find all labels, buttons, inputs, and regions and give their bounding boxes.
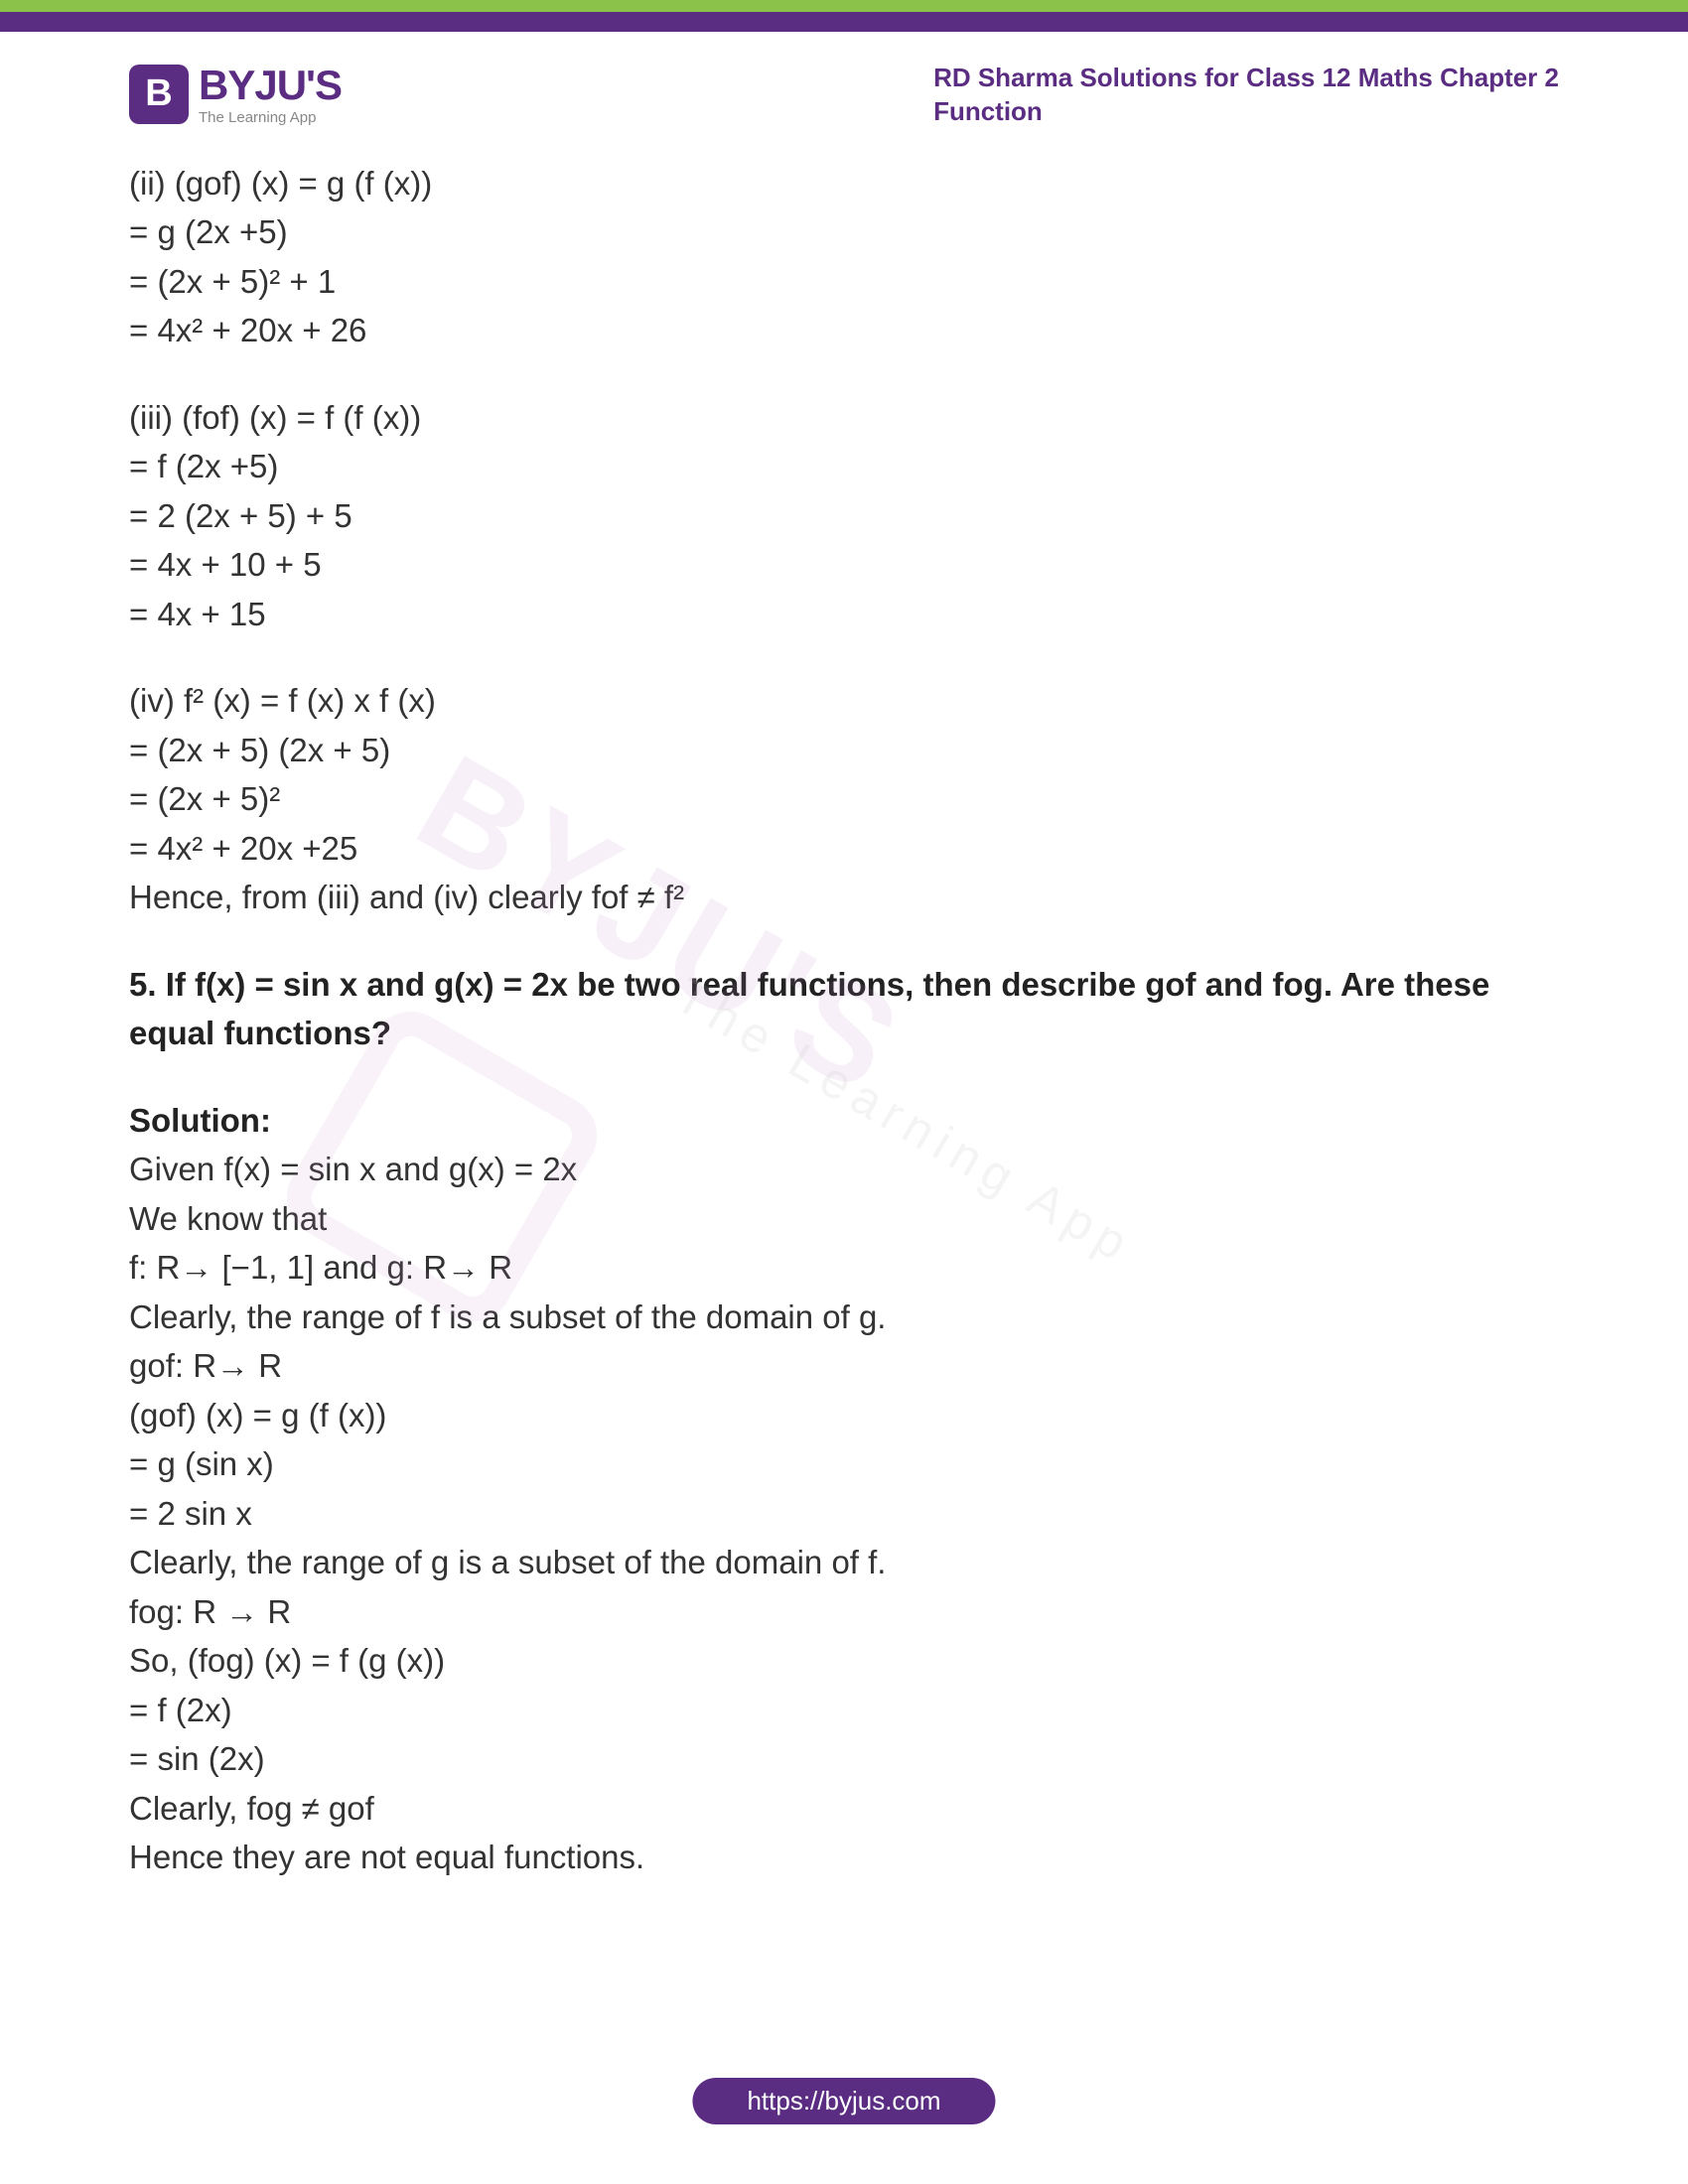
line: (iii) (fof) (x) = f (f (x)) (129, 393, 1559, 443)
line: Given f(x) = sin x and g(x) = 2x (129, 1145, 1559, 1194)
line: = 2 sin x (129, 1489, 1559, 1539)
line: Clearly, fog ≠ gof (129, 1784, 1559, 1834)
top-bar-green (0, 0, 1688, 12)
para-iii: (iii) (fof) (x) = f (f (x)) = f (2x +5) … (129, 393, 1559, 639)
line: Clearly, the range of g is a subset of t… (129, 1538, 1559, 1587)
logo: B BYJU'S The Learning App (129, 62, 342, 126)
line: = f (2x +5) (129, 442, 1559, 491)
footer-url: https://byjus.com (692, 2078, 995, 2124)
top-bar-purple (0, 12, 1688, 32)
line: fog: R → R (129, 1587, 1559, 1637)
line: gof: R→ R (129, 1341, 1559, 1391)
header-line2: Function (933, 96, 1043, 126)
line: = 2 (2x + 5) + 5 (129, 491, 1559, 541)
header-caption: RD Sharma Solutions for Class 12 Maths C… (933, 62, 1559, 129)
line: = f (2x) (129, 1686, 1559, 1735)
line: = g (sin x) (129, 1439, 1559, 1489)
line: = 4x² + 20x + 26 (129, 306, 1559, 355)
header: B BYJU'S The Learning App RD Sharma Solu… (0, 32, 1688, 149)
line: = (2x + 5) (2x + 5) (129, 726, 1559, 775)
logo-icon: B (129, 65, 189, 124)
para-iv: (iv) f² (x) = f (x) x f (x) = (2x + 5) (… (129, 676, 1559, 922)
line: We know that (129, 1194, 1559, 1244)
line: = 4x + 15 (129, 590, 1559, 639)
line: = (2x + 5)² + 1 (129, 257, 1559, 307)
line: Hence, from (iii) and (iv) clearly fof ≠… (129, 873, 1559, 922)
line: = 4x + 10 + 5 (129, 540, 1559, 590)
content-body: (ii) (gof) (x) = g (f (x)) = g (2x +5) =… (0, 149, 1688, 1882)
line: Clearly, the range of f is a subset of t… (129, 1293, 1559, 1342)
line: (gof) (x) = g (f (x)) (129, 1391, 1559, 1440)
line: (iv) f² (x) = f (x) x f (x) (129, 676, 1559, 726)
logo-subtitle: The Learning App (199, 109, 342, 126)
solution-label: Solution: (129, 1096, 1559, 1146)
line: = 4x² + 20x +25 (129, 824, 1559, 874)
solution-5: Solution: Given f(x) = sin x and g(x) = … (129, 1096, 1559, 1882)
line: So, (fog) (x) = f (g (x)) (129, 1636, 1559, 1686)
logo-title: BYJU'S (199, 62, 342, 109)
header-line1: RD Sharma Solutions for Class 12 Maths C… (933, 63, 1559, 92)
line: (ii) (gof) (x) = g (f (x)) (129, 159, 1559, 208)
line: = g (2x +5) (129, 207, 1559, 257)
line: f: R→ [−1, 1] and g: R→ R (129, 1243, 1559, 1293)
para-ii: (ii) (gof) (x) = g (f (x)) = g (2x +5) =… (129, 159, 1559, 355)
line: = sin (2x) (129, 1734, 1559, 1784)
question-5: 5. If f(x) = sin x and g(x) = 2x be two … (129, 960, 1559, 1058)
logo-text: BYJU'S The Learning App (199, 62, 342, 126)
line: = (2x + 5)² (129, 774, 1559, 824)
line: Hence they are not equal functions. (129, 1833, 1559, 1882)
